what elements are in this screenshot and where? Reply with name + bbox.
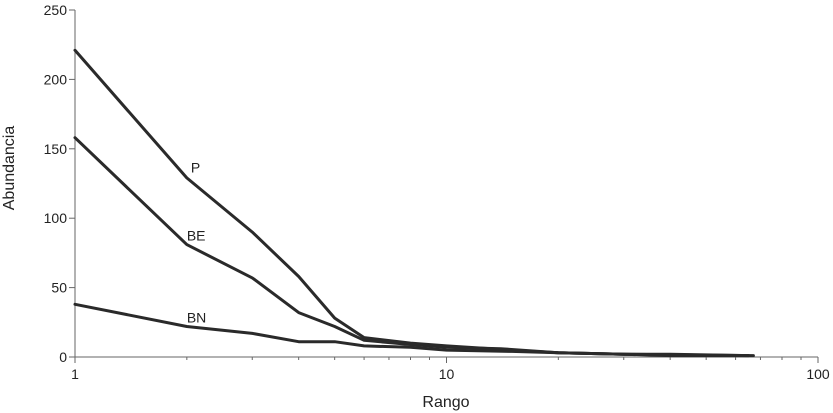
series-label-bn: BN	[187, 309, 206, 325]
y-tick-label: 100	[44, 210, 68, 226]
y-tick-label: 250	[44, 2, 68, 18]
x-tick-label: 1	[71, 366, 79, 382]
x-axis-label: Rango	[422, 394, 469, 411]
x-tick-label: 100	[806, 366, 830, 382]
y-tick-label: 200	[44, 71, 68, 87]
x-tick-label: 10	[439, 366, 455, 382]
series-labels: P BE BN	[187, 159, 206, 325]
series-label-p: P	[191, 159, 200, 175]
series-layer	[73, 48, 755, 358]
y-tick-label: 0	[59, 349, 67, 365]
y-tick-label: 50	[51, 280, 67, 296]
series-label-be: BE	[187, 227, 206, 243]
y-tick-label: 150	[44, 141, 68, 157]
y-axis-label: Abundancia	[1, 126, 18, 211]
series-line-p	[73, 48, 750, 358]
series-line-bn	[73, 302, 755, 358]
axes: 0 50 100 150 200 250 1 10 100	[44, 2, 830, 382]
